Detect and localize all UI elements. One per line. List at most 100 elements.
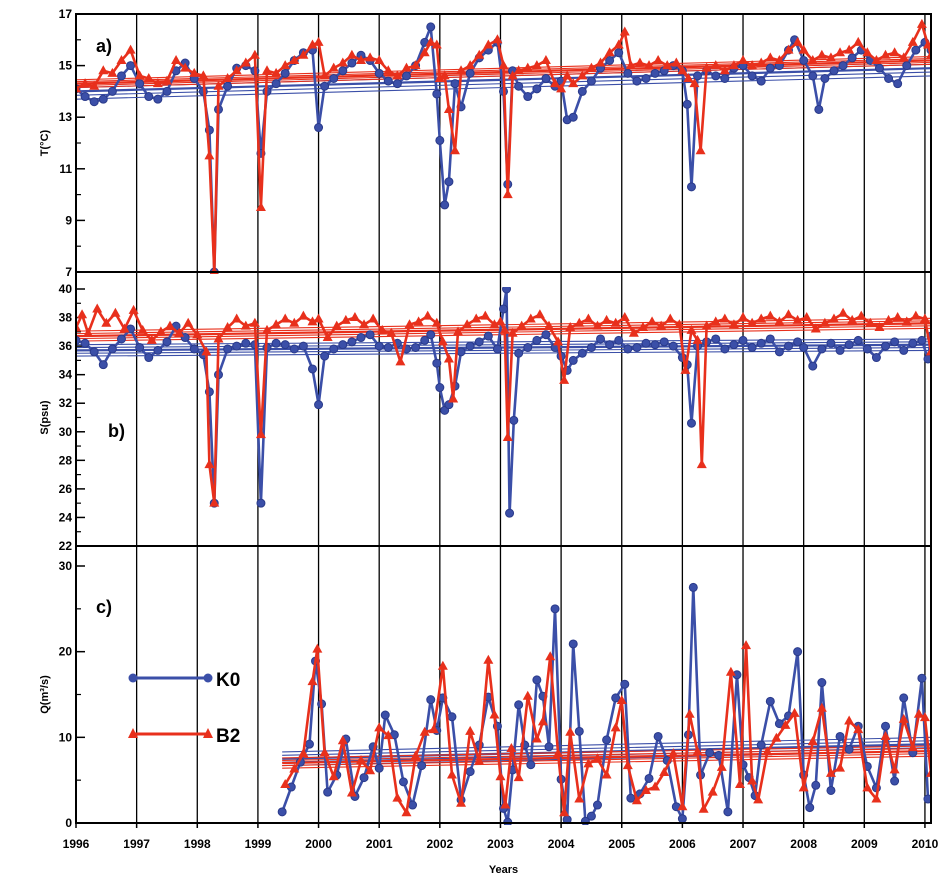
data-point: [756, 57, 767, 67]
data-point: [422, 310, 433, 320]
data-point: [826, 785, 836, 795]
data-point: [374, 763, 384, 773]
data-point: [323, 787, 333, 797]
data-point: [426, 330, 436, 340]
data-point: [201, 346, 212, 356]
data-point: [926, 49, 931, 59]
data-point: [232, 341, 242, 351]
data-point: [213, 333, 224, 343]
data-point: [83, 327, 94, 337]
data-point: [298, 341, 308, 351]
data-point: [525, 313, 536, 323]
data-point: [368, 313, 379, 323]
data-point: [565, 726, 576, 736]
data-point: [462, 319, 473, 329]
data-point: [431, 39, 442, 49]
data-point: [765, 696, 775, 706]
x-tick-label: 2006: [669, 837, 696, 851]
data-point: [89, 80, 100, 90]
data-point: [659, 337, 669, 347]
data-point: [808, 71, 818, 81]
data-point: [756, 313, 767, 323]
data-point: [116, 334, 126, 344]
data-point: [222, 322, 233, 332]
panel-label: a): [96, 36, 112, 56]
data-point: [586, 343, 596, 353]
data-point: [474, 49, 485, 59]
data-point: [605, 55, 615, 65]
trend-line: [282, 747, 931, 762]
data-point: [410, 750, 421, 760]
y-tick-label: 30: [59, 559, 73, 573]
data-point: [537, 716, 548, 726]
data-point: [798, 44, 809, 54]
data-point: [902, 61, 912, 71]
data-point: [890, 337, 900, 347]
data-point: [346, 787, 357, 797]
data-point: [807, 736, 818, 746]
data-point: [810, 323, 821, 333]
data-point: [204, 459, 215, 469]
data-point: [738, 54, 749, 64]
data-point: [280, 313, 291, 323]
data-point: [596, 334, 606, 344]
data-point: [431, 317, 442, 327]
data-point: [728, 319, 739, 329]
data-point: [401, 62, 412, 72]
data-point: [605, 340, 615, 350]
data-point: [443, 103, 454, 113]
data-point: [411, 343, 421, 353]
data-point: [844, 744, 854, 754]
plot-area: [277, 582, 931, 825]
data-point: [792, 36, 803, 46]
plot-area: [76, 18, 931, 274]
data-point: [383, 343, 393, 353]
data-point: [162, 86, 172, 96]
data-point: [789, 707, 800, 717]
data-point: [641, 784, 651, 794]
data-point: [898, 713, 909, 723]
data-point: [162, 337, 172, 347]
data-point: [907, 742, 918, 752]
data-point: [592, 753, 603, 763]
data-point: [249, 317, 260, 327]
data-point: [449, 145, 460, 155]
data-point: [383, 65, 394, 75]
data-point: [417, 761, 427, 771]
x-tick-label: 2003: [487, 837, 514, 851]
data-point: [626, 793, 636, 803]
data-point: [502, 287, 512, 294]
data-point: [686, 182, 696, 192]
data-point: [828, 313, 839, 323]
data-point: [595, 57, 606, 67]
data-point: [747, 343, 757, 353]
data-point: [298, 49, 309, 59]
data-point: [899, 345, 909, 355]
data-point: [926, 346, 931, 356]
data-point: [893, 79, 903, 89]
x-tick-label: 1999: [245, 837, 272, 851]
data-point: [684, 708, 695, 718]
data-point: [647, 316, 658, 326]
data-point: [556, 83, 567, 93]
data-point: [532, 675, 542, 685]
data-point: [592, 320, 603, 330]
data-point: [880, 49, 891, 59]
data-point: [365, 330, 375, 340]
data-point: [922, 39, 931, 49]
data-point: [419, 47, 430, 57]
data-point: [231, 65, 242, 75]
data-point: [819, 317, 830, 327]
data-point: [329, 74, 339, 83]
data-point: [495, 771, 506, 781]
data-point: [586, 62, 597, 72]
legend-b2-marker: [203, 728, 213, 738]
data-point: [240, 320, 251, 330]
y-tick-label: 26: [59, 482, 73, 496]
series-b2: [76, 18, 931, 274]
data-point: [689, 78, 700, 88]
data-point: [550, 78, 561, 88]
data-point: [725, 666, 736, 676]
data-point: [583, 758, 594, 768]
data-point: [696, 459, 707, 469]
